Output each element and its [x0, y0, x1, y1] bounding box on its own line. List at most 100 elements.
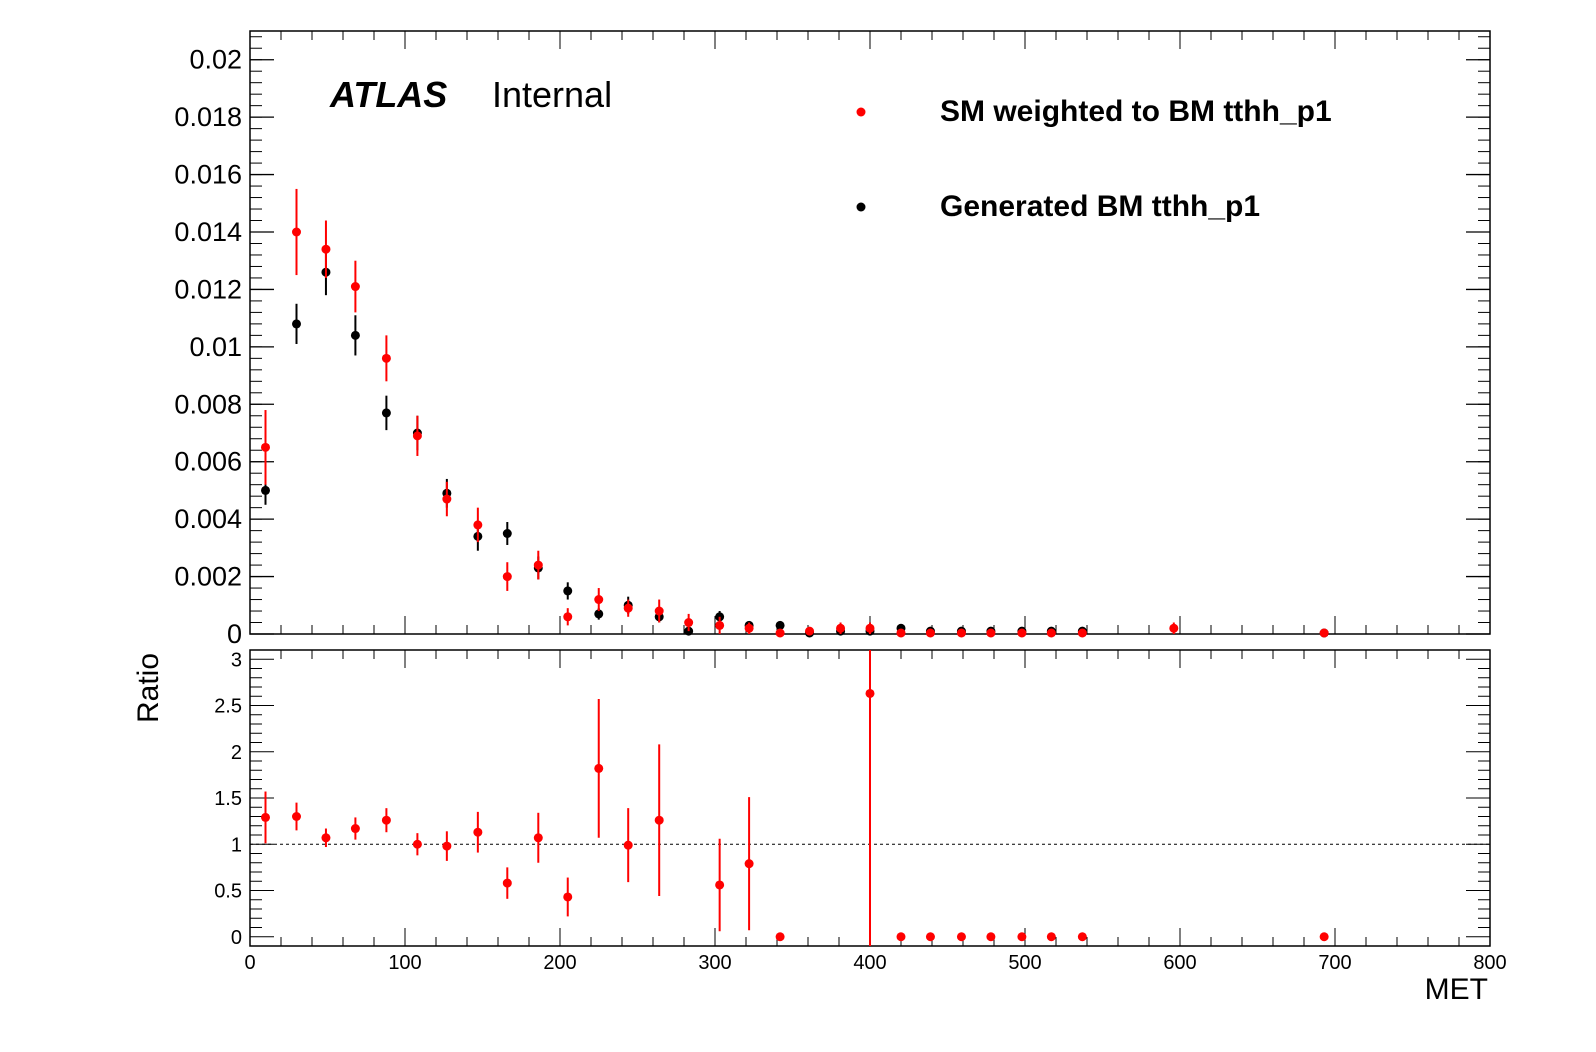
ratio-point	[925, 932, 935, 942]
main-point-sm-weighted	[594, 595, 604, 605]
main-point-sm-weighted	[1077, 628, 1087, 638]
legend-label-generated: Generated BM tthh_p1	[940, 190, 1260, 223]
main-point-sm-weighted	[533, 560, 543, 570]
main-point-sm-weighted	[350, 282, 360, 292]
ratio-y-tick-label: 1.5	[214, 788, 242, 810]
ratio-point	[473, 827, 483, 837]
ratio-point	[1319, 932, 1329, 942]
ratio-plot-panel: 00.511.522.53 0 100 200 300 400 500 600 700 800 …	[132, 649, 1507, 1006]
main-y-tick-label: 0.014	[174, 217, 242, 247]
main-point-sm-weighted	[502, 572, 512, 582]
ratio-data-points	[261, 650, 1329, 946]
ratio-point	[1046, 932, 1056, 942]
ratio-point	[1077, 932, 1087, 942]
main-y-tick-label: 0.01	[189, 332, 242, 362]
ratio-point	[744, 859, 754, 869]
legend-label-sm-weighted: SM weighted to BM tthh_p1	[940, 95, 1332, 128]
main-point-sm-weighted	[473, 520, 483, 530]
main-point-sm-weighted	[715, 620, 725, 630]
legend-marker-generated	[856, 202, 866, 212]
main-point-sm-weighted	[563, 612, 573, 622]
ratio-point	[502, 878, 512, 888]
x-tick-label: 0	[244, 952, 255, 974]
ratio-point	[654, 815, 664, 825]
main-point-sm-weighted	[836, 623, 846, 633]
main-point-generated	[563, 586, 573, 596]
ratio-point	[896, 932, 906, 942]
ratio-point	[321, 833, 331, 843]
ratio-y-tick-label: 3	[231, 649, 242, 671]
main-y-tick-label: 0.008	[174, 389, 242, 419]
x-tick-label: 800	[1473, 952, 1506, 974]
main-point-sm-weighted	[412, 431, 422, 441]
main-point-sm-weighted	[623, 603, 633, 613]
ratio-point	[261, 812, 270, 822]
x-tick-label: 700	[1318, 952, 1351, 974]
main-point-generated	[594, 609, 604, 619]
legend-entry-generated: Generated BM tthh_p1	[856, 190, 1260, 223]
main-y-tick-label: 0.006	[174, 447, 242, 477]
main-y-tick-label: 0.004	[174, 504, 242, 534]
x-tick-label: 600	[1163, 952, 1196, 974]
main-y-tick-label: 0.018	[174, 102, 242, 132]
legend-marker-sm-weighted	[856, 107, 866, 117]
main-point-generated	[381, 408, 391, 418]
main-point-sm-weighted	[775, 628, 785, 638]
main-point-generated	[775, 620, 785, 630]
x-tick-label: 100	[388, 952, 421, 974]
main-point-sm-weighted	[292, 227, 301, 237]
ratio-point	[412, 839, 422, 849]
main-point-sm-weighted	[1169, 623, 1179, 633]
x-tick-label: 200	[543, 952, 576, 974]
main-point-sm-weighted	[925, 628, 935, 638]
main-point-sm-weighted	[865, 623, 875, 633]
ratio-point	[381, 815, 391, 825]
main-point-sm-weighted	[442, 494, 452, 504]
main-point-generated	[261, 485, 270, 495]
main-y-tick-label: 0.012	[174, 274, 242, 304]
ratio-y-tick-label: 2	[231, 742, 242, 764]
main-point-sm-weighted	[896, 628, 906, 638]
main-point-sm-weighted	[321, 244, 331, 254]
ratio-y-tick-label: 0	[231, 927, 242, 949]
main-point-sm-weighted	[1046, 628, 1056, 638]
ratio-point	[775, 932, 785, 942]
main-y-tick-label: 0.02	[189, 45, 242, 75]
x-axis-title: MET	[1425, 973, 1488, 1006]
ratio-point	[865, 688, 875, 698]
ratio-point	[956, 932, 966, 942]
legend: SM weighted to BM tthh_p1 Generated BM t…	[856, 95, 1332, 223]
ratio-point	[292, 812, 301, 821]
ratio-point	[1017, 932, 1027, 942]
ratio-point	[533, 833, 543, 843]
ratio-axis-title: Ratio	[132, 653, 165, 723]
main-point-sm-weighted	[261, 442, 270, 452]
main-y-tick-label: 0.016	[174, 160, 242, 190]
ratio-y-tick-label: 1	[231, 834, 242, 856]
main-point-generated	[350, 330, 360, 340]
main-point-generated	[502, 529, 512, 538]
x-tick-label: 500	[1008, 952, 1041, 974]
main-point-sm-weighted	[684, 618, 694, 628]
main-point-sm-weighted	[1319, 628, 1329, 638]
ratio-point	[350, 824, 360, 834]
main-point-sm-weighted	[956, 628, 966, 638]
ratio-point	[442, 841, 452, 851]
ratio-point	[594, 763, 604, 773]
main-point-sm-weighted	[805, 626, 815, 636]
ratio-point	[715, 880, 725, 890]
ratio-point	[986, 932, 996, 942]
main-y-tick-label: 0	[227, 619, 242, 649]
atlas-label: ATLAS	[329, 74, 447, 115]
main-x-axis-ticks	[249, 31, 1491, 634]
main-plot-panel: 0 0.002 0.004 0.006 0.008 0.01 0.012 0.014 0.016…	[174, 30, 1491, 649]
ratio-point	[623, 840, 633, 850]
x-tick-label: 300	[698, 952, 731, 974]
legend-entry-sm-weighted: SM weighted to BM tthh_p1	[856, 95, 1332, 128]
ratio-x-axis: 0 100 200 300 400 500 600 700 800	[244, 650, 1507, 974]
main-point-sm-weighted	[1017, 628, 1027, 638]
main-data-points	[261, 188, 1329, 638]
main-point-sm-weighted	[381, 353, 391, 363]
